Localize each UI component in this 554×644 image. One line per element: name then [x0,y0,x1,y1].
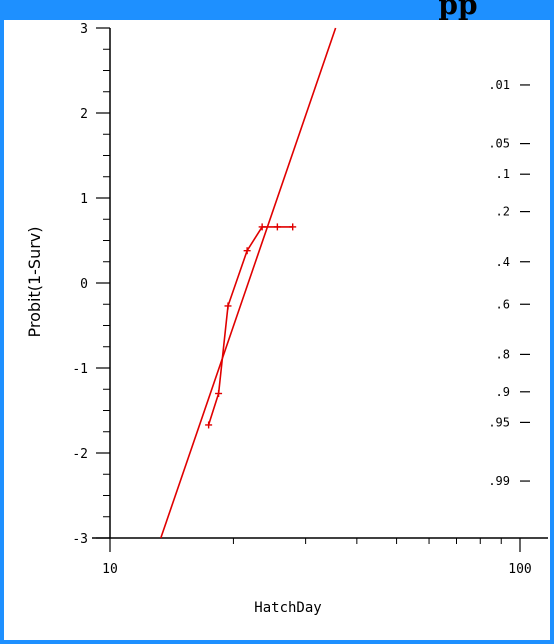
y-tick-label: 2 [80,107,88,122]
data-point [205,421,213,429]
fit-line [160,27,337,539]
right-tick-label: .9 [496,385,510,399]
data-point [273,223,281,231]
right-tick-label: .95 [488,415,510,429]
axes: -3 -2 -1 0 1 2 3 10 100 .01 .05 .1 .2 .4 .6 .8 .9 .95 .99 [72,22,548,577]
y-tick-label: -2 [72,447,88,462]
y-tick-label: -3 [72,532,88,547]
right-tick-label: .99 [488,474,510,488]
y-tick-label: 3 [80,22,88,37]
data-point [258,223,266,231]
right-tick-label: .2 [496,205,510,219]
y-axis-label: Probit(1-Surv) [25,226,44,337]
data-point [243,247,251,255]
data-point [289,223,297,231]
right-tick-label: .4 [496,255,510,269]
data-point [224,302,232,310]
x-tick-label: 10 [102,562,118,577]
y-tick-label: -1 [72,362,88,377]
y-tick-label: 0 [80,277,88,292]
right-tick-label: .05 [488,137,510,151]
right-tick-label: .6 [496,297,510,311]
y-tick-label: 1 [80,192,88,207]
x-tick-label: 100 [508,562,531,577]
right-tick-label: .1 [496,167,510,181]
series-layer [160,27,337,539]
x-axis-label: HatchDay [254,600,321,616]
right-tick-label: .8 [496,347,510,361]
data-point [215,390,223,397]
right-tick-label: .01 [488,78,510,92]
chart-background [4,20,550,640]
partial-title: pp [438,0,477,21]
